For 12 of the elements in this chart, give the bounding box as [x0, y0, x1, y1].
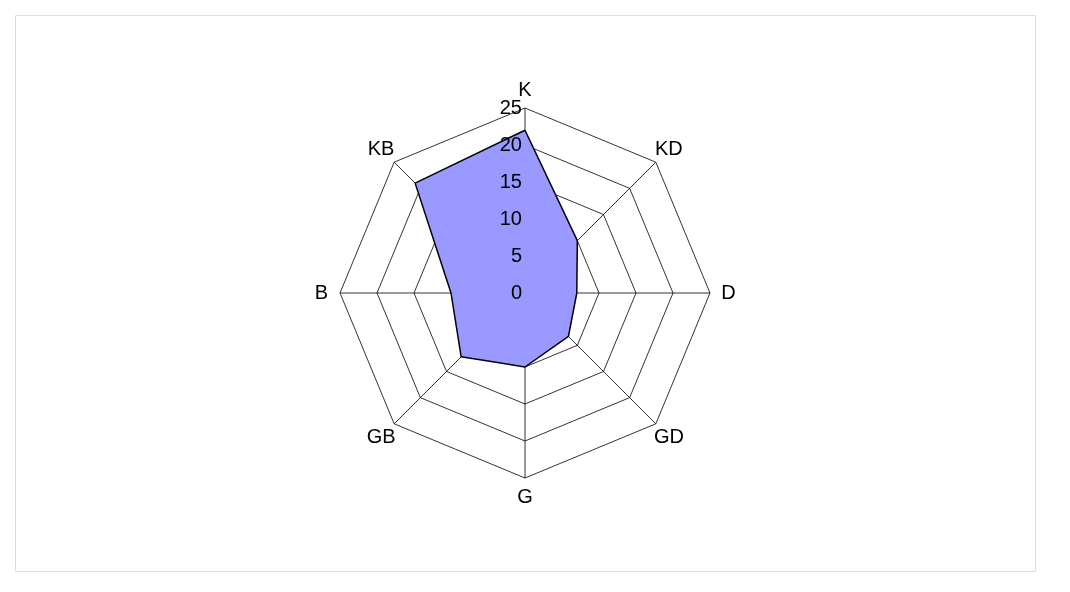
y-tick-label: 5	[510, 244, 522, 266]
spoke-label: D	[721, 281, 736, 303]
spoke-label: GD	[653, 424, 684, 447]
y-tick-label: 15	[499, 170, 522, 192]
spoke-label: G	[517, 484, 533, 507]
spoke-label: KB	[367, 137, 395, 160]
y-tick-label: 0	[510, 281, 522, 303]
y-tick-label: 10	[499, 207, 522, 229]
spoke-label: KD	[655, 137, 683, 160]
spoke-label: B	[314, 281, 329, 303]
spoke-label: GB	[366, 424, 396, 447]
y-tick-label: 20	[499, 133, 522, 155]
